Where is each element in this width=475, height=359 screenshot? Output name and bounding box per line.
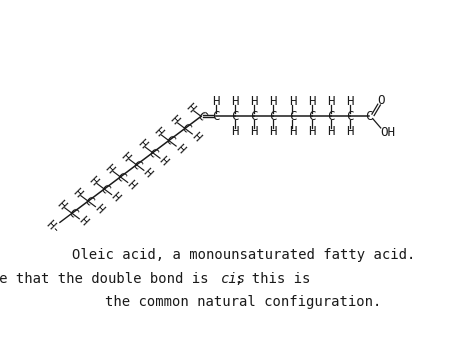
Text: C: C [81,194,95,209]
Text: H: H [269,95,277,108]
Text: H: H [231,125,239,138]
Text: H-: H- [43,218,62,237]
Text: H: H [156,154,171,168]
Text: OH: OH [380,126,395,139]
Text: C: C [129,158,144,172]
Text: C: C [113,170,128,184]
Text: H: H [151,125,165,140]
Text: C: C [145,145,160,160]
Text: C: C [97,182,112,196]
Text: H: H [92,202,106,216]
Text: H: H [118,149,133,164]
Text: C: C [162,133,176,148]
Text: H: H [327,95,334,108]
Text: C: C [231,110,239,123]
Text: H: H [231,95,239,108]
Text: H: H [250,125,258,138]
Text: cis: cis [221,272,247,286]
Text: C: C [250,110,258,123]
Text: Oleic acid, a monounsaturated fatty acid.: Oleic acid, a monounsaturated fatty acid… [72,248,415,262]
Text: C: C [65,206,79,220]
Text: C: C [178,121,192,136]
Text: the common natural configuration.: the common natural configuration. [105,295,381,309]
Text: H: H [189,130,203,144]
Text: ; this is: ; this is [236,272,311,286]
Text: O: O [378,94,385,107]
Text: H: H [108,190,123,204]
Text: H: H [167,113,181,127]
Text: H: H [308,125,315,138]
Text: C: C [327,110,334,123]
Text: H: H [308,95,315,108]
Text: H: H [250,95,258,108]
Text: C: C [365,110,373,123]
Text: H: H [102,162,116,176]
Text: H: H [289,95,296,108]
Text: C: C [212,110,219,123]
Text: H: H [141,166,154,180]
Text: C: C [308,110,315,123]
Text: C: C [346,110,353,123]
Text: H: H [172,142,187,156]
Text: H: H [289,125,296,138]
Text: H: H [76,214,90,229]
Text: C: C [289,110,296,123]
Text: H: H [212,95,219,108]
Text: H: H [86,174,100,188]
Text: H: H [134,137,149,151]
Text: H: H [346,125,353,138]
Text: Note that the double bond is: Note that the double bond is [0,272,217,286]
Text: H: H [54,198,68,212]
Text: H: H [269,125,277,138]
Text: H: H [70,186,85,200]
Text: H: H [327,125,334,138]
Text: C: C [194,109,209,123]
Text: H: H [183,101,197,115]
Text: H: H [124,178,138,192]
Text: C: C [269,110,277,123]
Text: H: H [346,95,353,108]
